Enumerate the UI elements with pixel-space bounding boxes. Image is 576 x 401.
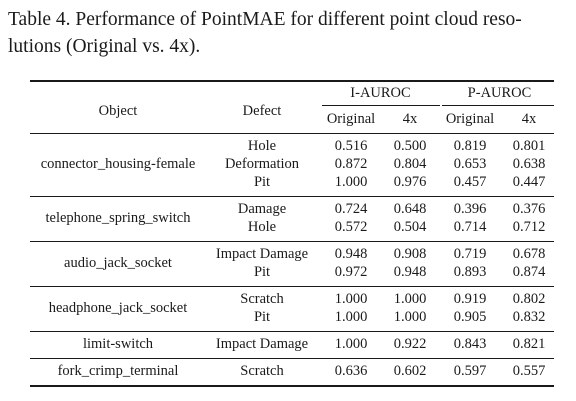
value-cell: 0.516 — [334, 138, 368, 154]
header-defect: Defect — [242, 103, 282, 119]
group-rule — [30, 331, 554, 332]
header-p-auroc: P-AUROC — [467, 85, 532, 101]
object-name: fork_crimp_terminal — [57, 363, 179, 379]
value-cell: 1.000 — [334, 309, 368, 325]
value-cell: 0.801 — [512, 138, 546, 154]
object-name: audio_jack_socket — [64, 255, 172, 271]
group-rule — [30, 358, 554, 359]
value-cell: 0.557 — [512, 363, 546, 379]
value-cell: 0.653 — [453, 156, 487, 172]
header-sub-3: 4x — [521, 111, 537, 127]
value-cell: 0.504 — [393, 219, 427, 235]
caption-line-1: Table 4. Performance of PointMAE for dif… — [8, 9, 522, 30]
group-rule — [30, 196, 554, 197]
value-cell: 1.000 — [393, 291, 427, 307]
value-cell: 0.638 — [512, 156, 546, 172]
group-rule — [30, 286, 554, 287]
header-object: Object — [98, 103, 138, 119]
p-auroc-underline — [442, 105, 554, 106]
defect-name: Impact Damage — [215, 336, 309, 352]
header-sub-2: Original — [445, 111, 495, 127]
value-cell: 0.712 — [512, 219, 546, 235]
caption-line-2: lutions (Original vs. 4x). — [8, 36, 201, 57]
defect-name: Deformation — [224, 156, 300, 172]
top-rule — [30, 80, 554, 82]
table-caption: Table 4. Performance of PointMAE for dif… — [8, 6, 568, 60]
bottom-rule — [30, 385, 554, 387]
defect-name: Scratch — [240, 363, 284, 379]
defect-name: Pit — [253, 174, 271, 190]
group-rule — [30, 241, 554, 242]
value-cell: 0.714 — [453, 219, 487, 235]
value-cell: 0.447 — [512, 174, 546, 190]
value-cell: 0.948 — [334, 246, 368, 262]
value-cell: 1.000 — [334, 291, 368, 307]
value-cell: 0.832 — [512, 309, 546, 325]
defect-name: Impact Damage — [215, 246, 309, 262]
value-cell: 0.719 — [453, 246, 487, 262]
value-cell: 0.922 — [393, 336, 427, 352]
value-cell: 1.000 — [393, 309, 427, 325]
value-cell: 0.819 — [453, 138, 487, 154]
value-cell: 0.972 — [334, 264, 368, 280]
value-cell: 0.572 — [334, 219, 368, 235]
i-auroc-underline — [322, 105, 440, 106]
object-name: headphone_jack_socket — [48, 300, 188, 316]
value-cell: 0.905 — [453, 309, 487, 325]
header-sub-0: Original — [326, 111, 376, 127]
value-cell: 0.874 — [512, 264, 546, 280]
defect-name: Hole — [247, 219, 277, 235]
value-cell: 0.597 — [453, 363, 487, 379]
value-cell: 0.821 — [512, 336, 546, 352]
value-cell: 0.976 — [393, 174, 427, 190]
value-cell: 0.804 — [393, 156, 427, 172]
value-cell: 0.724 — [334, 201, 368, 217]
value-cell: 0.376 — [512, 201, 546, 217]
object-name: connector_housing-female — [40, 156, 196, 172]
object-name: limit-switch — [82, 336, 154, 352]
header-sub-1: 4x — [402, 111, 418, 127]
value-cell: 0.678 — [512, 246, 546, 262]
defect-name: Pit — [253, 309, 271, 325]
value-cell: 0.843 — [453, 336, 487, 352]
header-rule — [30, 133, 554, 134]
value-cell: 0.948 — [393, 264, 427, 280]
value-cell: 1.000 — [334, 174, 368, 190]
value-cell: 0.636 — [334, 363, 368, 379]
defect-name: Hole — [247, 138, 277, 154]
defect-name: Scratch — [240, 291, 284, 307]
value-cell: 0.500 — [393, 138, 427, 154]
header-i-auroc: I-AUROC — [350, 85, 411, 101]
defect-name: Pit — [253, 264, 271, 280]
value-cell: 0.872 — [334, 156, 368, 172]
value-cell: 0.457 — [453, 174, 487, 190]
defect-name: Damage — [237, 201, 287, 217]
value-cell: 0.919 — [453, 291, 487, 307]
value-cell: 0.396 — [453, 201, 487, 217]
value-cell: 1.000 — [334, 336, 368, 352]
value-cell: 0.602 — [393, 363, 427, 379]
value-cell: 0.893 — [453, 264, 487, 280]
object-name: telephone_spring_switch — [45, 210, 191, 226]
value-cell: 0.802 — [512, 291, 546, 307]
value-cell: 0.908 — [393, 246, 427, 262]
value-cell: 0.648 — [393, 201, 427, 217]
